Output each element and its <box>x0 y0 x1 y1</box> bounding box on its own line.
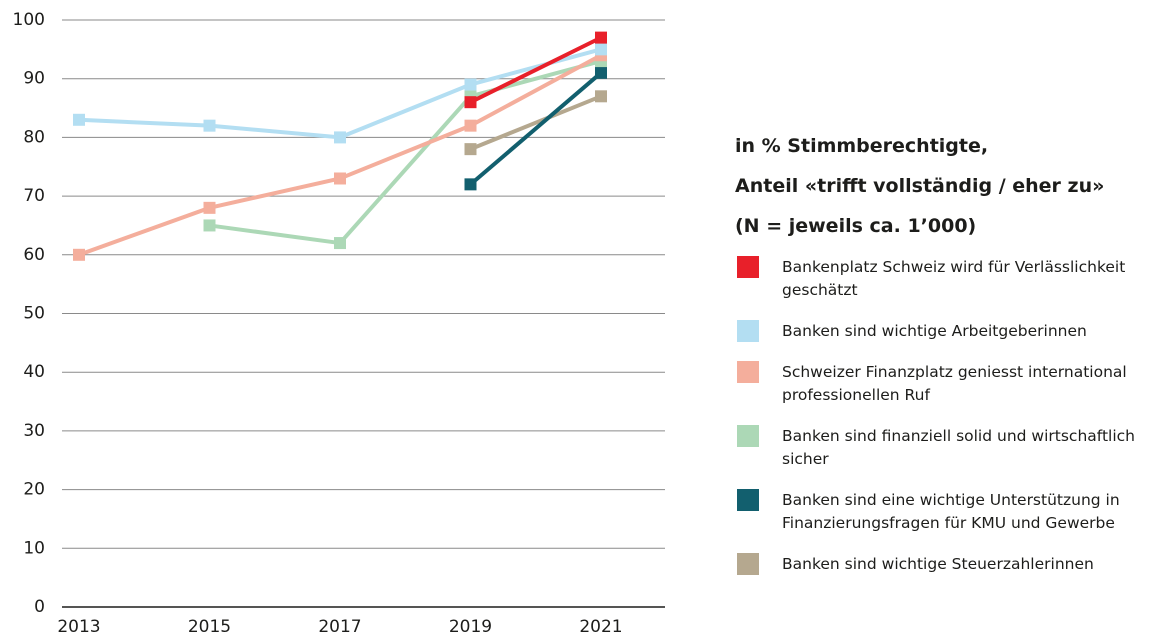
point-marker <box>595 31 607 44</box>
legend-swatch <box>737 320 759 342</box>
legend-item: Banken sind wichtige Arbeitgeberinnen <box>737 320 1167 343</box>
y-tick-label: 0 <box>34 597 45 617</box>
point-marker <box>73 113 85 126</box>
legend-item: Banken sind eine wichtige Unterstützung … <box>737 489 1167 535</box>
point-marker <box>464 143 477 156</box>
point-marker <box>203 219 216 232</box>
point-marker <box>334 131 346 144</box>
x-tick-label: 2017 <box>318 617 361 637</box>
legend-swatch <box>737 425 759 447</box>
series-line <box>78 47 602 140</box>
legend-title-line: Anteil «trifft vollständig / eher zu» <box>735 175 1105 197</box>
legend-item: Banken sind wichtige Steuerzahlerinnen <box>737 553 1167 576</box>
point-marker <box>334 237 346 250</box>
point-marker <box>464 178 477 191</box>
point-marker <box>595 90 607 103</box>
y-tick-label: 60 <box>23 245 45 265</box>
legend-label: Banken sind wichtige Steuerzahlerinnen <box>782 555 1094 573</box>
legend: Bankenplatz Schweiz wird für Verlässlich… <box>737 256 1167 576</box>
legend-swatch <box>737 489 759 511</box>
point-marker <box>203 119 216 132</box>
legend-label: Banken sind eine wichtige Unterstützung … <box>782 491 1120 532</box>
point-marker <box>595 66 607 79</box>
point-marker <box>464 78 477 91</box>
series-line <box>469 35 602 104</box>
point-marker <box>73 248 85 261</box>
point-marker <box>595 43 607 56</box>
legend-swatch <box>737 553 759 575</box>
series-line <box>78 53 602 257</box>
chart: 0 10 20 30 40 50 60 70 80 90 100 2013 2015 2017 2019 20… <box>13 10 665 637</box>
legend-item: Bankenplatz Schweiz wird für Verlässlich… <box>737 256 1167 302</box>
y-tick-label: 50 <box>23 304 45 324</box>
x-tick-label: 2015 <box>188 617 231 637</box>
legend-label: Banken sind wichtige Arbeitgeberinnen <box>782 322 1087 340</box>
legend-swatch <box>737 256 759 278</box>
y-tick-label: 80 <box>23 127 45 147</box>
series-line <box>469 71 603 186</box>
point-marker <box>464 119 477 132</box>
legend-item: Banken sind finanziell solid und wirtsch… <box>737 425 1167 471</box>
point-marker <box>464 96 477 109</box>
legend-title-line: (N = jeweils ca. 1’000) <box>735 215 977 237</box>
legend-title: in % Stimmberechtigte, Anteil «trifft vol… <box>735 126 1104 246</box>
legend-swatch <box>737 361 759 383</box>
y-tick-label: 30 <box>23 421 45 441</box>
y-tick-label: 100 <box>13 10 45 30</box>
x-tick-label: 2019 <box>449 617 492 637</box>
legend-item: Schweizer Finanzplatz geniesst internati… <box>737 361 1167 407</box>
x-tick-label: 2021 <box>579 617 622 637</box>
x-tick-label: 2013 <box>57 617 100 637</box>
legend-label: Bankenplatz Schweiz wird für Verlässlich… <box>782 258 1126 299</box>
legend-label: Banken sind finanziell solid und wirtsch… <box>782 427 1135 468</box>
y-tick-label: 20 <box>23 480 45 500</box>
y-tick-label: 70 <box>23 186 45 206</box>
legend-title-line: in % Stimmberechtigte, <box>735 135 989 157</box>
point-marker <box>203 201 216 214</box>
point-marker <box>334 172 346 185</box>
y-tick-label: 90 <box>23 69 45 89</box>
series-line <box>469 94 602 151</box>
y-tick-label: 40 <box>23 362 45 382</box>
y-tick-label: 10 <box>23 538 45 558</box>
legend-label: Schweizer Finanzplatz geniesst internati… <box>782 363 1127 404</box>
series-line <box>209 59 602 246</box>
